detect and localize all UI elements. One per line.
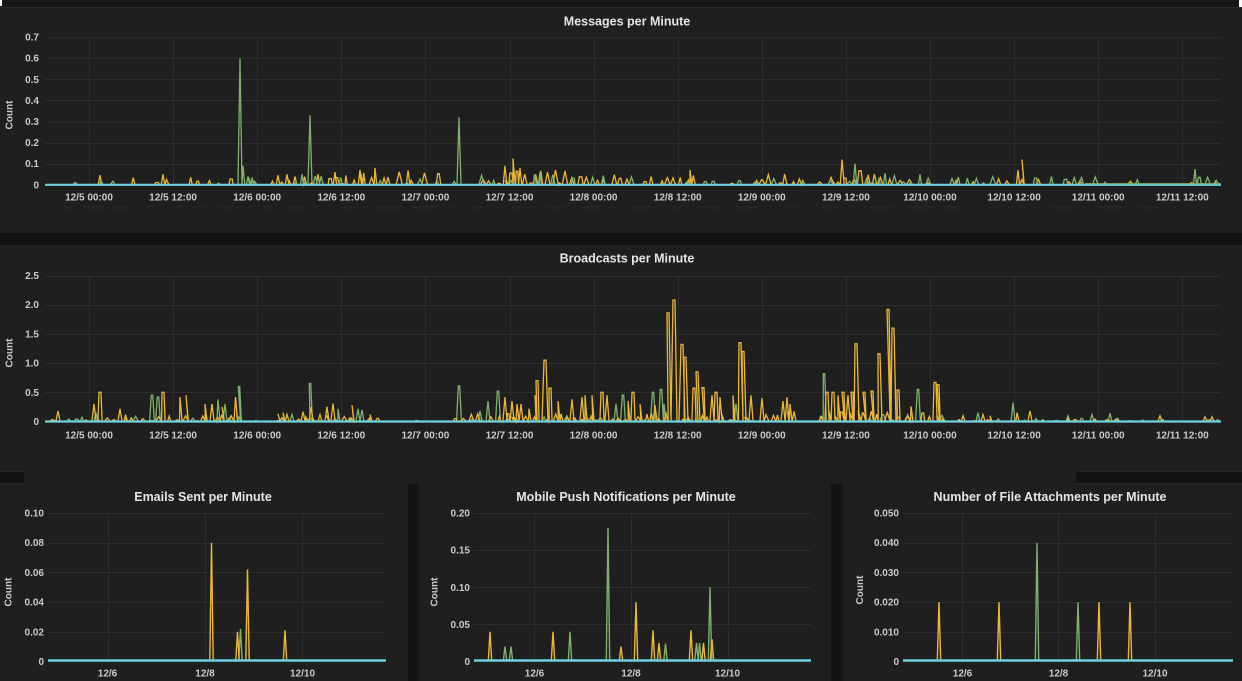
svg-text:12/6: 12/6 bbox=[953, 669, 973, 680]
svg-text:0.02: 0.02 bbox=[25, 627, 45, 638]
svg-text:Number of File Attachments per: Number of File Attachments per Minute bbox=[934, 490, 1167, 504]
svg-text:0.04: 0.04 bbox=[25, 598, 45, 609]
svg-text:12/5 12:00: 12/5 12:00 bbox=[149, 431, 197, 442]
svg-text:0.5: 0.5 bbox=[25, 388, 39, 399]
svg-text:12/8 12:00: 12/8 12:00 bbox=[654, 431, 702, 442]
svg-text:0.1: 0.1 bbox=[25, 159, 39, 170]
svg-text:Broadcasts per Minute: Broadcasts per Minute bbox=[560, 252, 695, 266]
svg-text:0.050: 0.050 bbox=[874, 509, 899, 520]
svg-text:12/6 00:00: 12/6 00:00 bbox=[233, 431, 281, 442]
svg-text:12/9 12:00: 12/9 12:00 bbox=[822, 431, 870, 442]
svg-text:1.0: 1.0 bbox=[25, 359, 39, 370]
svg-text:12/7 12:00: 12/7 12:00 bbox=[486, 193, 534, 204]
svg-text:0: 0 bbox=[38, 657, 44, 668]
svg-text:0: 0 bbox=[33, 417, 39, 428]
svg-text:12/6: 12/6 bbox=[98, 669, 118, 680]
svg-text:12/9 00:00: 12/9 00:00 bbox=[738, 431, 786, 442]
svg-text:0.10: 0.10 bbox=[451, 583, 471, 594]
svg-text:0.4: 0.4 bbox=[25, 96, 39, 107]
svg-text:0.06: 0.06 bbox=[25, 568, 45, 579]
svg-text:Count: Count bbox=[5, 338, 16, 368]
svg-text:12/6 12:00: 12/6 12:00 bbox=[317, 431, 365, 442]
svg-text:0.010: 0.010 bbox=[874, 627, 899, 638]
svg-text:0.6: 0.6 bbox=[25, 54, 39, 65]
svg-text:12/8: 12/8 bbox=[621, 669, 641, 680]
svg-text:12/8: 12/8 bbox=[195, 669, 215, 680]
svg-text:12/10 12:00: 12/10 12:00 bbox=[987, 193, 1041, 204]
svg-text:0.7: 0.7 bbox=[25, 33, 39, 44]
svg-text:12/7 00:00: 12/7 00:00 bbox=[401, 193, 449, 204]
svg-text:12/10: 12/10 bbox=[1142, 669, 1167, 680]
svg-text:0.2: 0.2 bbox=[25, 138, 39, 149]
svg-text:0: 0 bbox=[33, 180, 39, 191]
svg-text:0.030: 0.030 bbox=[874, 568, 899, 579]
svg-text:0.040: 0.040 bbox=[874, 538, 899, 549]
svg-text:12/6 00:00: 12/6 00:00 bbox=[233, 193, 281, 204]
svg-text:12/10: 12/10 bbox=[715, 669, 740, 680]
svg-text:12/8 00:00: 12/8 00:00 bbox=[570, 193, 618, 204]
svg-text:0.5: 0.5 bbox=[25, 75, 39, 86]
svg-text:12/6 12:00: 12/6 12:00 bbox=[317, 193, 365, 204]
svg-text:12/11 00:00: 12/11 00:00 bbox=[1072, 193, 1125, 204]
svg-text:12/11 12:00: 12/11 12:00 bbox=[1156, 431, 1209, 442]
svg-text:12/9 00:00: 12/9 00:00 bbox=[738, 193, 786, 204]
svg-text:0.20: 0.20 bbox=[451, 509, 471, 520]
svg-text:0: 0 bbox=[464, 657, 470, 668]
svg-text:12/5 00:00: 12/5 00:00 bbox=[65, 193, 113, 204]
svg-text:12/10 00:00: 12/10 00:00 bbox=[903, 193, 957, 204]
svg-text:12/10 12:00: 12/10 12:00 bbox=[987, 431, 1041, 442]
svg-text:12/9 12:00: 12/9 12:00 bbox=[822, 193, 870, 204]
svg-text:12/6: 12/6 bbox=[525, 669, 545, 680]
svg-text:12/8: 12/8 bbox=[1049, 669, 1069, 680]
svg-text:12/10 00:00: 12/10 00:00 bbox=[903, 431, 957, 442]
svg-text:Count: Count bbox=[430, 577, 441, 607]
svg-text:0.3: 0.3 bbox=[25, 117, 39, 128]
svg-text:0.10: 0.10 bbox=[25, 509, 45, 520]
svg-text:1.5: 1.5 bbox=[25, 329, 39, 340]
svg-text:0: 0 bbox=[893, 657, 899, 668]
svg-text:12/10: 12/10 bbox=[290, 669, 315, 680]
svg-text:Messages per Minute: Messages per Minute bbox=[564, 15, 690, 29]
svg-text:0.020: 0.020 bbox=[874, 598, 899, 609]
svg-text:12/5 00:00: 12/5 00:00 bbox=[65, 431, 113, 442]
svg-text:12/11 00:00: 12/11 00:00 bbox=[1072, 431, 1125, 442]
svg-text:Count: Count bbox=[5, 100, 16, 130]
svg-text:0.05: 0.05 bbox=[451, 620, 471, 631]
svg-text:Count: Count bbox=[855, 575, 866, 605]
svg-text:12/5 12:00: 12/5 12:00 bbox=[149, 193, 197, 204]
svg-text:12/7 12:00: 12/7 12:00 bbox=[486, 431, 534, 442]
svg-text:0.15: 0.15 bbox=[451, 546, 471, 557]
svg-text:0.08: 0.08 bbox=[25, 538, 45, 549]
svg-text:Count: Count bbox=[4, 577, 15, 607]
svg-text:12/8 12:00: 12/8 12:00 bbox=[654, 193, 702, 204]
svg-text:12/11 12:00: 12/11 12:00 bbox=[1156, 193, 1209, 204]
svg-text:2.5: 2.5 bbox=[25, 271, 39, 282]
svg-text:12/8 00:00: 12/8 00:00 bbox=[570, 431, 618, 442]
svg-text:Mobile Push Notifications per: Mobile Push Notifications per Minute bbox=[516, 490, 736, 504]
svg-text:2.0: 2.0 bbox=[25, 300, 39, 311]
svg-text:Emails Sent per Minute: Emails Sent per Minute bbox=[134, 490, 272, 504]
svg-text:12/7 00:00: 12/7 00:00 bbox=[401, 431, 449, 442]
